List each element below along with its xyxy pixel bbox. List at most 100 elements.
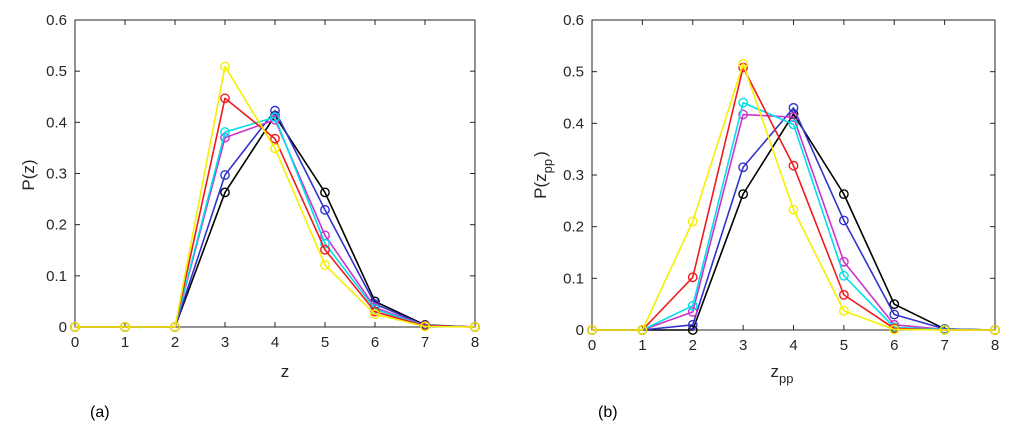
panel-a-point-red xyxy=(270,133,280,144)
panel-b-chart: 0 1 2 3 4 5 6 7 8 0 0.1 0.2 0.3 0.4 0.5 0.6 xyxy=(563,12,1000,354)
panel-b-point-red xyxy=(687,272,698,283)
panel-b-point-magenta xyxy=(687,307,698,317)
panel-b-xtick-label: 0 xyxy=(588,337,596,354)
panel-b-point-blue xyxy=(889,309,900,320)
panel-a-point-blue xyxy=(220,170,230,180)
panel-a-ytick-label: 0.1 xyxy=(46,268,67,285)
panel-a-point-black xyxy=(320,187,330,198)
panel-b-xtick-label: 1 xyxy=(638,337,646,354)
panel-a-ylabel: P(z) xyxy=(19,159,38,190)
panel-a-xtick-label: 6 xyxy=(371,334,379,351)
panel-a-series-line-magenta xyxy=(75,118,476,328)
panel-a-xtick-label: 8 xyxy=(471,334,479,351)
panel-b-series-line-black xyxy=(592,113,996,331)
panel-b-point-black xyxy=(889,299,900,310)
panel-b-point-blue xyxy=(687,319,698,330)
panel-b-point-yellow xyxy=(939,325,950,335)
panel-b-point-cyan xyxy=(738,97,749,108)
panel-a-point-yellow xyxy=(70,322,80,332)
panel-b-point-magenta xyxy=(788,112,799,123)
panel-a-ytick-label: 0.5 xyxy=(46,63,67,80)
panel-b-ylabel-end: ) xyxy=(531,151,550,157)
panel-a-ytick-label: 0.2 xyxy=(46,217,67,234)
panel-b-point-yellow xyxy=(637,325,648,335)
panel-b-series-line-magenta xyxy=(592,113,996,331)
panel-b-series-line-red xyxy=(592,66,995,331)
panel-b-point-magenta xyxy=(738,109,749,120)
panel-a-xtick-label: 5 xyxy=(321,334,329,351)
panel-b-xtick-label: 7 xyxy=(940,337,948,354)
panel-b-point-blue xyxy=(838,215,849,226)
panel-a-ytick-label: 0.4 xyxy=(46,114,67,131)
panel-b-point-cyan xyxy=(788,119,799,130)
panel-a-point-cyan xyxy=(220,127,230,137)
panel-b-label: (b) xyxy=(598,404,618,421)
panel-b-xlabel-main: z xyxy=(771,362,780,381)
panel-b-point-yellow xyxy=(687,216,698,227)
panel-b-ytick-label: 0.6 xyxy=(563,12,584,29)
panel-a-xtick-label: 2 xyxy=(171,334,179,351)
panel-b-point-yellow xyxy=(990,325,1000,335)
panel-b-ytick-label: 0.5 xyxy=(563,64,584,81)
panel-b-xtick-label: 3 xyxy=(739,337,747,354)
panel-a-point-red xyxy=(320,244,330,255)
panel-b-point-yellow xyxy=(738,59,749,69)
panel-b-point-blue xyxy=(788,102,799,113)
panel-a-ytick-label: 0.3 xyxy=(46,166,67,183)
panel-b-point-cyan xyxy=(687,300,698,311)
panel-a-ytick-label: 0 xyxy=(59,319,67,336)
panel-b-ytick-label: 0.2 xyxy=(563,219,584,236)
panel-a-point-yellow xyxy=(270,143,280,154)
panel-b-point-black xyxy=(838,189,849,200)
panel-b-ytick-label: 0.3 xyxy=(563,167,584,184)
panel-b-ylabel: P(zpp) xyxy=(531,151,555,199)
panel-b-series-line-yellow xyxy=(592,63,995,331)
panel-a-point-yellow xyxy=(170,322,180,332)
panel-a-xtick-label: 4 xyxy=(271,334,279,351)
panel-b-point-red xyxy=(838,289,849,300)
panel-a-series-line-red xyxy=(75,97,476,328)
panel-a-xtick-label: 0 xyxy=(71,334,79,351)
panel-a-point-magenta xyxy=(270,114,280,125)
panel-a-point-yellow xyxy=(420,321,430,332)
panel-a-point-yellow xyxy=(470,322,480,332)
panel-b-point-black xyxy=(738,189,749,200)
panel-b-point-yellow xyxy=(788,204,799,215)
panel-a-point-yellow xyxy=(320,260,330,270)
panel-b-xtick-label: 6 xyxy=(890,337,898,354)
panel-a-point-yellow xyxy=(220,61,230,72)
panel-b-xlabel-sub: pp xyxy=(779,371,793,386)
panel-b-xtick-label: 4 xyxy=(789,337,797,354)
panel-a-series-line-yellow xyxy=(75,65,476,328)
panel-a-point-blue xyxy=(320,204,330,215)
panel-a-chart: 0 1 2 3 4 5 6 7 8 0 0.1 0.2 0.3 0.4 0.5 0.6 xyxy=(46,12,480,351)
panel-a-xtick-label: 1 xyxy=(121,334,129,351)
panel-b-point-yellow xyxy=(838,305,849,316)
panel-a-ytick-label: 0.6 xyxy=(46,12,67,29)
panel-b-ytick-label: 0.4 xyxy=(563,115,584,132)
panel-b-xtick-label: 2 xyxy=(689,337,697,354)
panel-b-axes-frame xyxy=(591,19,996,331)
panel-a-xlabel: z xyxy=(281,362,290,381)
panel-b-point-yellow xyxy=(587,325,597,335)
panel-b-point-red xyxy=(788,160,799,171)
panel-b-ylabel-sub: pp xyxy=(540,159,555,173)
panel-b-ytick-label: 0 xyxy=(576,322,584,339)
panel-a-label: (a) xyxy=(90,404,110,421)
panel-a-point-cyan xyxy=(270,112,280,123)
panel-b-xtick-label: 5 xyxy=(840,337,848,354)
panel-b-point-yellow xyxy=(889,324,900,335)
panel-a-point-black xyxy=(220,187,230,198)
panel-a-point-red xyxy=(220,93,230,104)
panel-a-axes-frame xyxy=(74,19,476,328)
panel-a-point-red xyxy=(370,306,380,317)
panel-b-ytick-label: 0.1 xyxy=(563,270,584,287)
panel-b-point-blue xyxy=(738,162,749,173)
panel-b-point-cyan xyxy=(838,270,849,281)
panel-b-ylabel-main: P(z xyxy=(531,173,550,199)
panel-b-series-line-cyan xyxy=(592,101,996,331)
panel-b-xlabel: zpp xyxy=(771,362,794,386)
panel-a-xtick-label: 3 xyxy=(221,334,229,351)
panel-a-point-yellow xyxy=(370,309,380,320)
